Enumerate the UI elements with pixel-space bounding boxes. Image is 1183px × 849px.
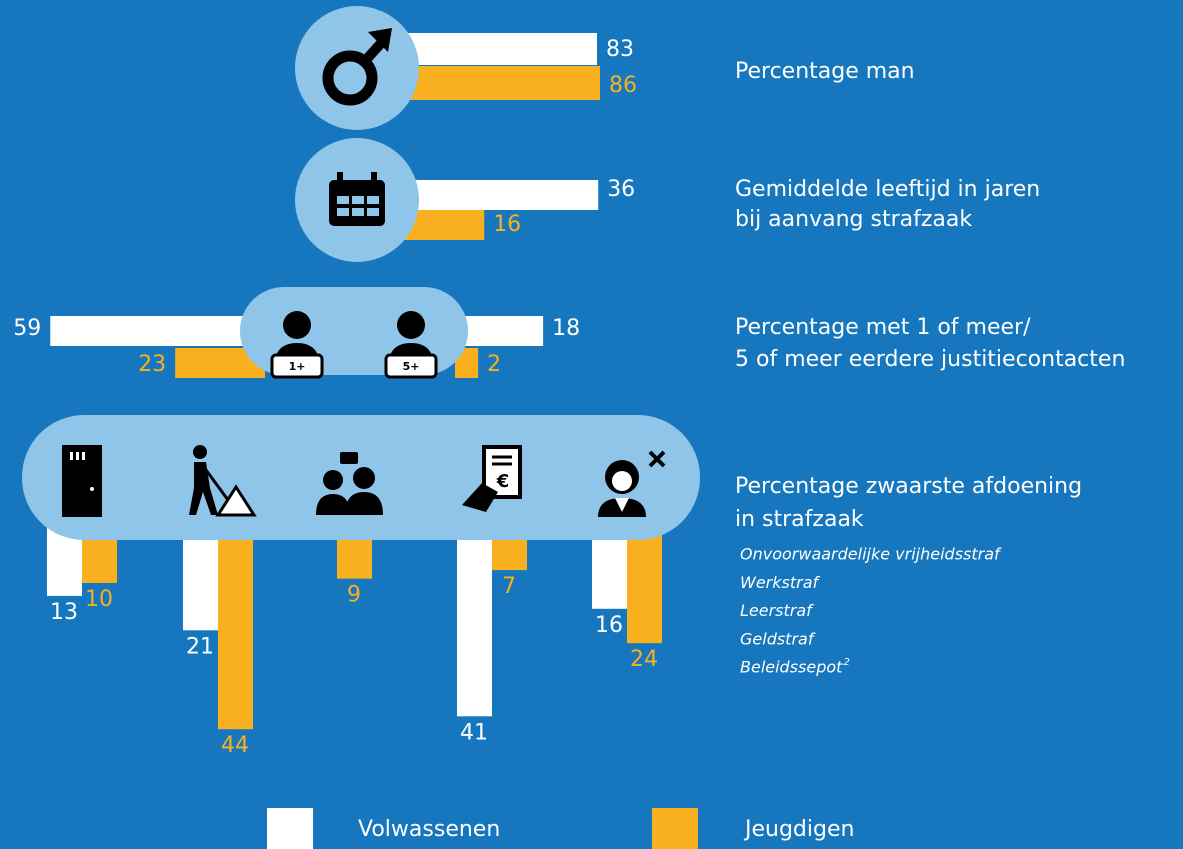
worker-icon [189,445,257,517]
value-label: 7 [502,574,516,599]
legend-label: Volwassenen [358,817,500,842]
category-label: 1+ [289,360,306,373]
category-label: Werkstraf [740,573,821,592]
value-label: 13 [50,600,78,625]
chart-title: Gemiddelde leeftijd in jaren [735,177,1040,202]
value-label: 21 [186,634,214,659]
value-label: 23 [138,352,166,377]
person-icon [270,311,438,379]
legend-swatch [267,808,313,849]
value-label: 16 [595,613,623,638]
category-label: 5+ [403,360,420,373]
value-label: 2 [487,352,501,377]
dismissal-icon [598,450,666,517]
chart-title: 5 of meer eerdere justitiecontacten [735,347,1125,372]
category-label: Leerstraf [740,601,814,620]
value-label: 83 [606,37,634,62]
value-label: 44 [221,733,249,758]
chart-title: Percentage met 1 of meer/ [735,315,1031,340]
chart-title: bij aanvang strafzaak [735,207,972,232]
bar [390,66,600,100]
bar [455,316,544,346]
footnote-marker: 2 [843,657,849,668]
legend-label: Jeugdigen [743,817,854,842]
bar [455,348,479,378]
legend-swatch [652,808,698,849]
svg-text:€: € [496,471,510,492]
category-label: Onvoorwaardelijke vrijheidsstraf [740,545,1002,564]
chart-title: Percentage zwaarste afdoening [735,474,1082,499]
bar [390,33,597,65]
category-label: Geldstraf [740,629,816,648]
chart-title: in strafzaak [735,507,864,532]
value-label: 59 [13,316,41,341]
prison-door-icon [62,445,102,517]
labels: Percentage man Gemiddelde leeftijd in jar… [13,37,1125,758]
fine-icon: € [462,445,522,512]
value-label: 18 [552,316,580,341]
value-label: 86 [609,73,637,98]
value-label: 10 [85,587,113,612]
calendar-icon [329,172,385,226]
icon-circle [295,6,419,130]
bar [390,180,599,210]
category-label: Beleidssepot [740,658,843,677]
bar [50,316,265,346]
value-label: 24 [630,647,658,672]
chart-title: Percentage man [735,59,915,84]
value-label: 36 [607,177,635,202]
value-label: 9 [347,583,361,608]
male-icon [322,28,392,106]
value-label: 16 [493,212,521,237]
learning-icon [316,452,383,515]
value-label: 41 [460,720,488,745]
